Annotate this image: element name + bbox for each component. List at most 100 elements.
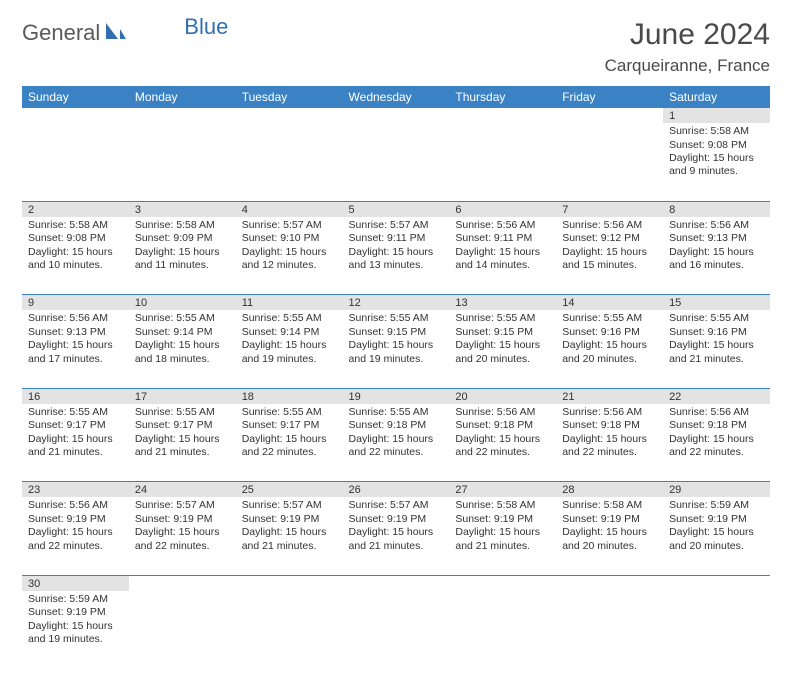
day-content-cell: Sunrise: 5:56 AMSunset: 9:18 PMDaylight:… [556,404,663,482]
weekday-header: Tuesday [236,86,343,108]
sunrise-line: Sunrise: 5:56 AM [455,406,550,419]
day-number-cell: 24 [129,482,236,498]
sunrise-line: Sunrise: 5:55 AM [135,406,230,419]
location-label: Carqueiranne, France [605,56,770,76]
logo: General Blue [22,20,228,46]
calendar-table: SundayMondayTuesdayWednesdayThursdayFrid… [22,86,770,669]
day-content-cell [556,123,663,201]
sunset-line: Sunset: 9:14 PM [135,326,230,339]
sunrise-line: Sunrise: 5:59 AM [669,499,764,512]
day-number-cell: 23 [22,482,129,498]
day-content-cell [343,591,450,669]
sunset-line: Sunset: 9:18 PM [669,419,764,432]
day-content-cell [343,123,450,201]
day-number-cell [663,575,770,591]
day-content-cell: Sunrise: 5:57 AMSunset: 9:19 PMDaylight:… [236,497,343,575]
day-content-cell: Sunrise: 5:55 AMSunset: 9:17 PMDaylight:… [22,404,129,482]
day-content-row: Sunrise: 5:58 AM Sunset: 9:08 PM Daylight:… [22,217,770,295]
daylight-line: Daylight: 15 hoursand 22 minutes. [135,526,230,553]
sunrise-line: Sunrise: 5:56 AM [455,219,550,232]
sunrise-line: Sunrise: 5:57 AM [242,219,337,232]
sunrise-line: Sunrise: 5:55 AM [242,312,337,325]
day-content-cell: Sunrise: 5:58 AMSunset: 9:19 PMDaylight:… [556,497,663,575]
day-number-cell [556,108,663,123]
day-content-cell [129,123,236,201]
daylight-line: Daylight: 15 hoursand 21 minutes. [242,526,337,553]
sunset-line: Sunset: 9:14 PM [242,326,337,339]
day-number-cell [343,575,450,591]
day-content-cell: Sunrise: 5:55 AMSunset: 9:17 PMDaylight:… [129,404,236,482]
daylight-line: Daylight: 15 hoursand 22 minutes. [242,433,337,460]
sunset-line: Sunset: 9:19 PM [28,513,123,526]
sunset-line: Sunset: 9:09 PM [135,232,230,245]
sunrise-line: Sunrise: 5:57 AM [135,499,230,512]
daylight-line: Daylight: 15 hoursand 19 minutes. [242,339,337,366]
sunset-line: Sunset: 9:17 PM [135,419,230,432]
sunset-line: Sunset: 9:12 PM [562,232,657,245]
day-content-cell: Sunrise: 5:55 AMSunset: 9:16 PMDaylight:… [663,310,770,388]
sunrise-line: Sunrise: 5:55 AM [28,406,123,419]
sunrise-line: Sunrise: 5:58 AM [455,499,550,512]
day-number-cell: 6 [449,201,556,217]
day-content-cell [236,123,343,201]
sunset-line: Sunset: 9:19 PM [562,513,657,526]
day-number-cell: 1 [663,108,770,123]
daylight-line: Daylight: 15 hoursand 9 minutes. [669,152,764,179]
sunset-line: Sunset: 9:08 PM [28,232,123,245]
sunset-line: Sunset: 9:19 PM [455,513,550,526]
day-content-cell: Sunrise: 5:58 AMSunset: 9:09 PMDaylight:… [129,217,236,295]
sunrise-line: Sunrise: 5:55 AM [135,312,230,325]
day-number-cell: 26 [343,482,450,498]
sail-icon [104,21,126,46]
daylight-line: Daylight: 15 hoursand 19 minutes. [349,339,444,366]
day-number-cell: 28 [556,482,663,498]
day-number-cell [236,575,343,591]
day-number-cell [129,575,236,591]
day-number-cell [343,108,450,123]
day-number-cell: 7 [556,201,663,217]
sunset-line: Sunset: 9:08 PM [669,139,764,152]
day-number-cell: 10 [129,295,236,311]
sunrise-line: Sunrise: 5:58 AM [135,219,230,232]
sunrise-line: Sunrise: 5:55 AM [562,312,657,325]
day-number-cell: 20 [449,388,556,404]
day-number-row: 23242526272829 [22,482,770,498]
day-content-row: Sunrise: 5:55 AMSunset: 9:17 PMDaylight:… [22,404,770,482]
sunrise-line: Sunrise: 5:57 AM [242,499,337,512]
sunrise-line: Sunrise: 5:56 AM [28,312,123,325]
day-content-cell [663,591,770,669]
day-number-cell: 22 [663,388,770,404]
daylight-line: Daylight: 15 hoursand 22 minutes. [669,433,764,460]
daylight-line: Daylight: 15 hoursand 22 minutes. [455,433,550,460]
sunrise-line: Sunrise: 5:55 AM [242,406,337,419]
daylight-line: Daylight: 15 hoursand 21 minutes. [455,526,550,553]
day-content-cell: Sunrise: 5:56 AMSunset: 9:13 PMDaylight:… [22,310,129,388]
day-number-cell: 30 [22,575,129,591]
weekday-header: Wednesday [343,86,450,108]
sunset-line: Sunset: 9:16 PM [669,326,764,339]
day-number-cell: 5 [343,201,450,217]
daylight-line: Daylight: 15 hoursand 22 minutes. [28,526,123,553]
daylight-line: Daylight: 15 hoursand 19 minutes. [28,620,123,647]
day-content-cell: Sunrise: 5:55 AMSunset: 9:15 PMDaylight:… [449,310,556,388]
day-content-cell [556,591,663,669]
day-content-row: Sunrise: 5:58 AMSunset: 9:08 PMDaylight:… [22,123,770,201]
daylight-line: Daylight: 15 hoursand 21 minutes. [349,526,444,553]
day-content-cell: Sunrise: 5:57 AMSunset: 9:11 PMDaylight:… [343,217,450,295]
daylight-line: Daylight: 15 hoursand 13 minutes. [349,246,444,273]
day-content-cell: Sunrise: 5:57 AMSunset: 9:19 PMDaylight:… [129,497,236,575]
sunset-line: Sunset: 9:13 PM [669,232,764,245]
sunset-line: Sunset: 9:19 PM [28,606,123,619]
daylight-line: Daylight: 15 hoursand 20 minutes. [455,339,550,366]
day-number-row: 16171819202122 [22,388,770,404]
day-content-cell: Sunrise: 5:57 AMSunset: 9:19 PMDaylight:… [343,497,450,575]
weekday-header: Thursday [449,86,556,108]
day-number-cell [449,108,556,123]
sunset-line: Sunset: 9:19 PM [349,513,444,526]
day-content-cell: Sunrise: 5:57 AMSunset: 9:10 PMDaylight:… [236,217,343,295]
sunset-line: Sunset: 9:15 PM [349,326,444,339]
daylight-line: Daylight: 15 hoursand 21 minutes. [669,339,764,366]
daylight-line: Daylight: 15 hoursand 22 minutes. [562,433,657,460]
weekday-header: Monday [129,86,236,108]
day-number-cell: 15 [663,295,770,311]
